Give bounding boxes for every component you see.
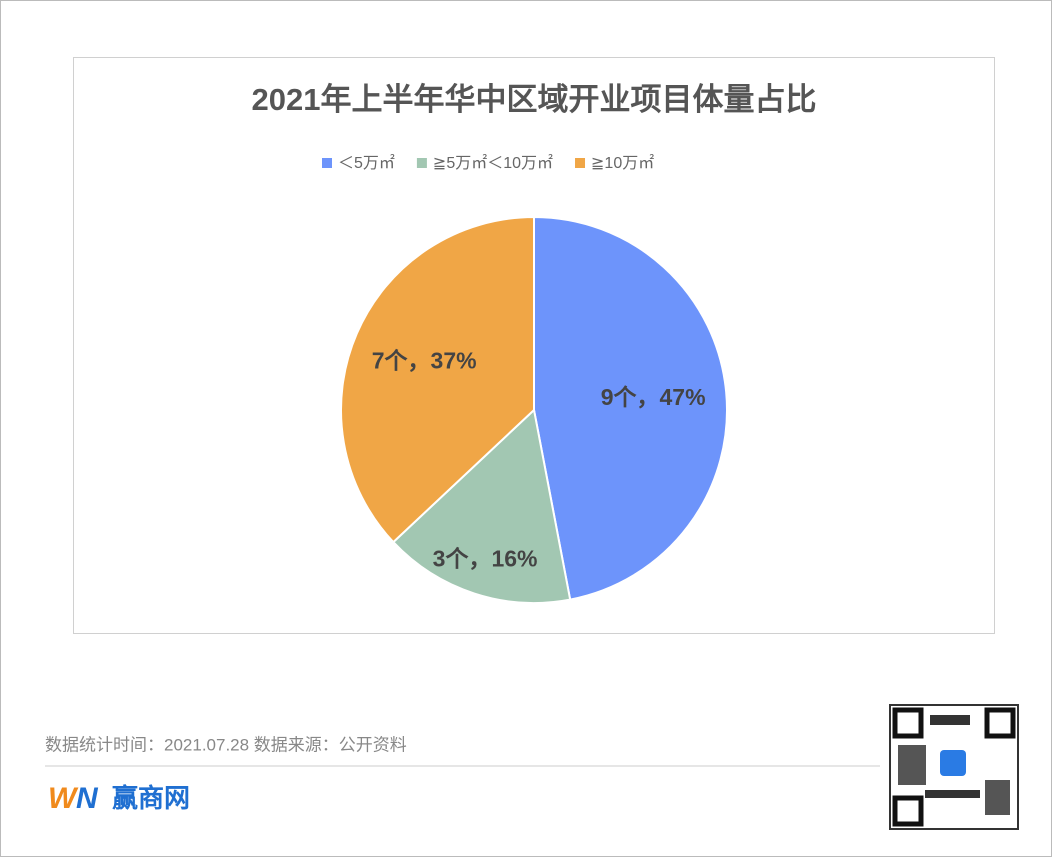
data-label: 3个，16% bbox=[433, 546, 538, 572]
chart-title: 2021年上半年华中区域开业项目体量占比 bbox=[252, 82, 817, 117]
qr-code bbox=[889, 704, 1019, 830]
legend-label: ＜5万㎡ bbox=[338, 154, 395, 172]
logo-text: 赢商网 bbox=[112, 783, 190, 813]
logo: W N 赢商网 bbox=[48, 782, 190, 815]
logo-mark: N bbox=[76, 782, 99, 815]
legend-swatch bbox=[322, 158, 332, 168]
legend-label: ≧10万㎡ bbox=[591, 154, 654, 172]
pie: 9个，47% 3个，16% 7个，37% bbox=[340, 215, 728, 604]
data-label: 9个，47% bbox=[601, 384, 706, 410]
legend-label: ≧5万㎡＜10万㎡ bbox=[433, 154, 553, 172]
legend-swatch bbox=[575, 158, 586, 168]
legend-swatch bbox=[416, 158, 427, 168]
footer-note: 数据统计时间：2021.07.28 数据来源：公开资料 bbox=[45, 735, 407, 754]
legend: ＜5万㎡ ≧5万㎡＜10万㎡ ≧10万㎡ bbox=[322, 154, 654, 172]
pie-slice bbox=[533, 215, 728, 601]
pie-slice bbox=[340, 215, 535, 544]
logo-mark: W bbox=[48, 782, 79, 815]
pie-slice bbox=[391, 408, 572, 604]
data-label: 7个，37% bbox=[372, 348, 477, 374]
